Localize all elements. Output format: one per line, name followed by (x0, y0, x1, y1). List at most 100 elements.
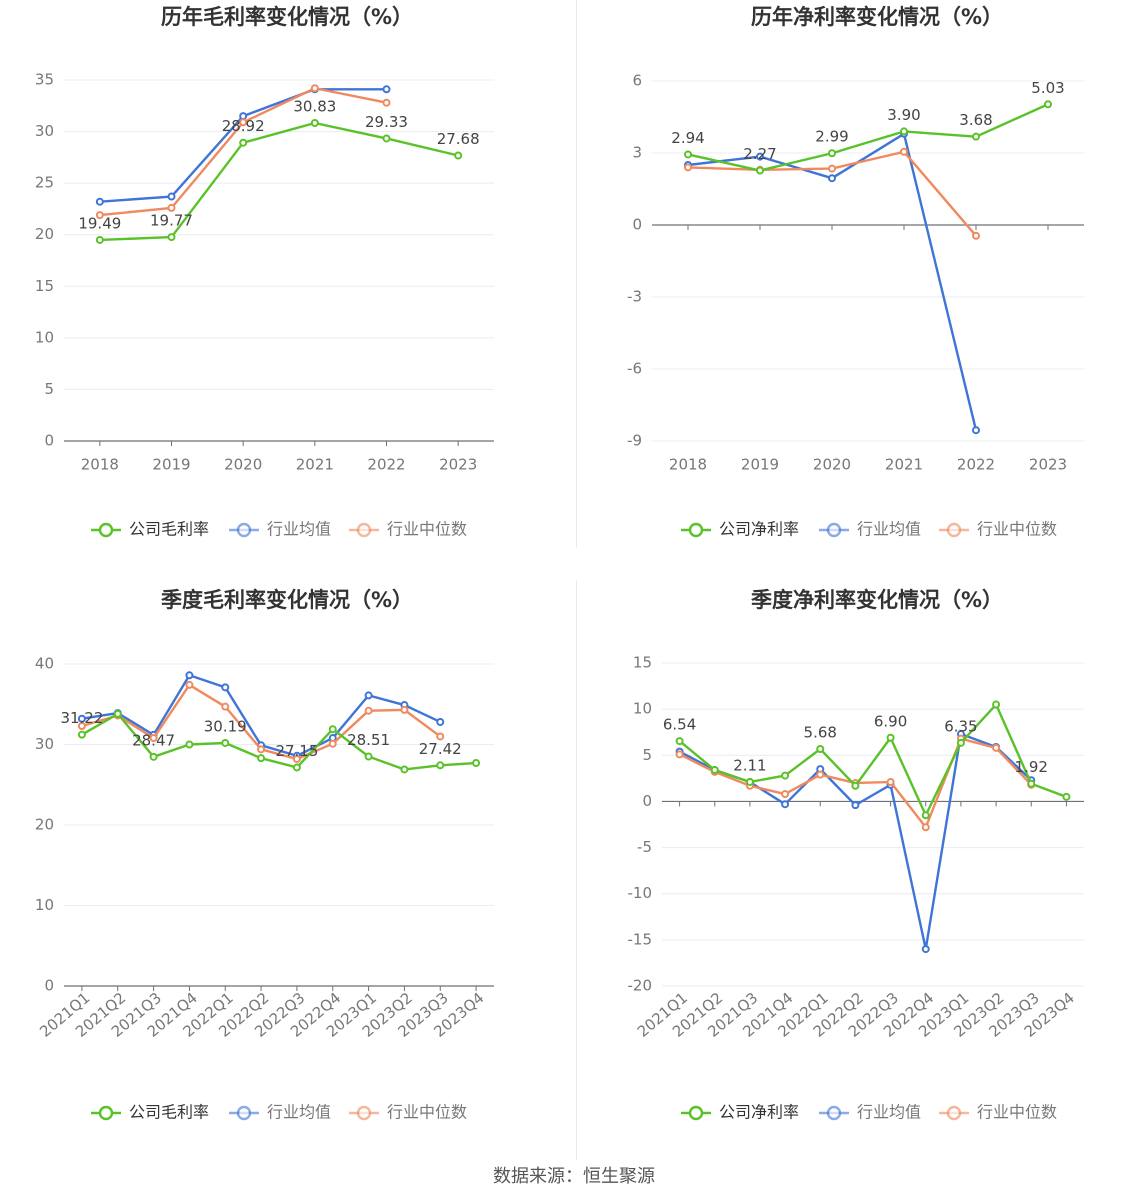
data-point-industry_median[interactable] (436, 732, 445, 741)
data-point-industry_median[interactable] (900, 147, 908, 156)
data-label: 3.68 (959, 111, 992, 129)
data-point-industry_median[interactable] (257, 745, 266, 754)
data-point-industry_avg[interactable] (382, 85, 391, 94)
legend-label: 行业中位数 (387, 520, 467, 539)
data-point-industry_median[interactable] (185, 680, 194, 689)
data-point-company[interactable] (364, 752, 373, 761)
data-point-company[interactable] (1044, 100, 1052, 109)
data-point-industry_median[interactable] (149, 734, 158, 743)
data-point-company[interactable] (95, 235, 104, 244)
data-point-industry_avg[interactable] (756, 152, 764, 161)
data-point-industry_avg[interactable] (781, 800, 790, 809)
legend-item-industry_median[interactable]: 行业中位数 (349, 520, 467, 539)
legend-item-industry_avg[interactable]: 行业均值 (819, 1103, 921, 1122)
legend-item-company[interactable]: 公司净利率 (681, 1103, 799, 1122)
data-point-company[interactable] (257, 754, 266, 763)
data-point-industry_median[interactable] (221, 702, 230, 711)
legend-item-industry_avg[interactable]: 行业均值 (229, 520, 331, 539)
data-point-industry_avg[interactable] (95, 197, 104, 206)
chart-title: 季度毛利率变化情况（%） (161, 588, 413, 612)
data-point-industry_median[interactable] (239, 118, 248, 127)
data-label: 2.99 (815, 128, 848, 146)
legend-item-company[interactable]: 公司毛利率 (91, 520, 209, 539)
data-point-company[interactable] (816, 745, 825, 754)
data-label: 28.47 (132, 731, 175, 749)
data-point-industry_median[interactable] (95, 211, 104, 220)
data-point-industry_avg[interactable] (436, 717, 445, 726)
data-point-company[interactable] (400, 765, 409, 774)
data-point-company[interactable] (675, 737, 684, 746)
data-point-industry_median[interactable] (328, 739, 337, 748)
data-label: 30.83 (293, 98, 336, 116)
data-point-industry_median[interactable] (364, 706, 373, 715)
data-point-company[interactable] (167, 233, 176, 242)
data-point-industry_median[interactable] (781, 790, 790, 799)
data-point-company[interactable] (472, 759, 481, 768)
legend-item-company[interactable]: 公司净利率 (681, 520, 799, 539)
data-point-company[interactable] (454, 151, 463, 160)
data-point-industry_avg[interactable] (185, 671, 194, 680)
data-point-company[interactable] (781, 771, 790, 780)
legend-label: 行业均值 (857, 1103, 921, 1122)
data-point-industry_median[interactable] (684, 163, 692, 172)
data-point-company[interactable] (851, 781, 860, 790)
data-point-industry_avg[interactable] (77, 714, 86, 723)
x-tick-label: 2018 (81, 456, 119, 474)
data-point-company[interactable] (436, 761, 445, 770)
legend-item-industry_avg[interactable]: 行业均值 (229, 1103, 331, 1122)
legend-item-industry_avg[interactable]: 行业均值 (819, 520, 921, 539)
data-point-company[interactable] (992, 700, 1001, 709)
data-point-company[interactable] (149, 752, 158, 761)
data-point-industry_median[interactable] (972, 231, 980, 240)
data-point-company[interactable] (1027, 779, 1036, 788)
data-point-company[interactable] (328, 725, 337, 734)
data-point-industry_median[interactable] (816, 770, 825, 779)
data-point-company[interactable] (886, 733, 895, 742)
data-point-company[interactable] (77, 730, 86, 739)
data-point-company[interactable] (956, 738, 965, 747)
legend-item-industry_median[interactable]: 行业中位数 (939, 1103, 1057, 1122)
data-point-industry_avg[interactable] (972, 426, 980, 435)
data-point-company[interactable] (310, 119, 319, 128)
data-label: 1.92 (1015, 758, 1048, 776)
legend: 公司净利率 行业均值 行业中位数 (681, 1103, 1057, 1122)
data-point-industry_median[interactable] (167, 203, 176, 212)
data-point-industry_avg[interactable] (167, 192, 176, 201)
data-point-industry_median[interactable] (382, 98, 391, 107)
legend-item-industry_median[interactable]: 行业中位数 (349, 1103, 467, 1122)
data-point-industry_median[interactable] (828, 164, 836, 173)
data-point-company[interactable] (745, 777, 754, 786)
data-point-industry_median[interactable] (675, 750, 684, 759)
data-point-company[interactable] (756, 166, 764, 175)
data-point-company[interactable] (684, 150, 692, 159)
data-point-industry_median[interactable] (886, 778, 895, 787)
data-point-industry_avg[interactable] (851, 801, 860, 810)
data-point-company[interactable] (382, 134, 391, 143)
data-point-industry_avg[interactable] (828, 174, 836, 183)
data-point-industry_median[interactable] (921, 823, 930, 832)
data-point-company[interactable] (185, 740, 194, 749)
x-tick-label: 2022 (367, 456, 405, 474)
data-point-company[interactable] (900, 127, 908, 136)
data-point-industry_avg[interactable] (221, 683, 230, 692)
chart-title: 历年净利率变化情况（%） (751, 5, 1003, 29)
data-point-industry_median[interactable] (77, 721, 86, 730)
data-point-company[interactable] (972, 132, 980, 141)
data-point-company[interactable] (828, 149, 836, 158)
data-point-company[interactable] (221, 738, 230, 747)
data-point-industry_median[interactable] (400, 705, 409, 714)
legend-item-company[interactable]: 公司毛利率 (91, 1103, 209, 1122)
data-point-company[interactable] (113, 709, 122, 718)
data-point-company[interactable] (292, 763, 301, 772)
data-point-company[interactable] (1062, 792, 1071, 801)
legend-label: 行业均值 (857, 520, 921, 539)
data-point-company[interactable] (921, 811, 930, 820)
data-point-company[interactable] (239, 138, 248, 147)
legend-item-industry_median[interactable]: 行业中位数 (939, 520, 1057, 539)
data-point-industry_avg[interactable] (364, 691, 373, 700)
data-point-industry_avg[interactable] (921, 945, 930, 954)
data-point-company[interactable] (710, 766, 719, 775)
data-point-industry_median[interactable] (292, 754, 301, 763)
data-point-industry_median[interactable] (992, 743, 1001, 752)
data-point-industry_median[interactable] (310, 84, 319, 93)
